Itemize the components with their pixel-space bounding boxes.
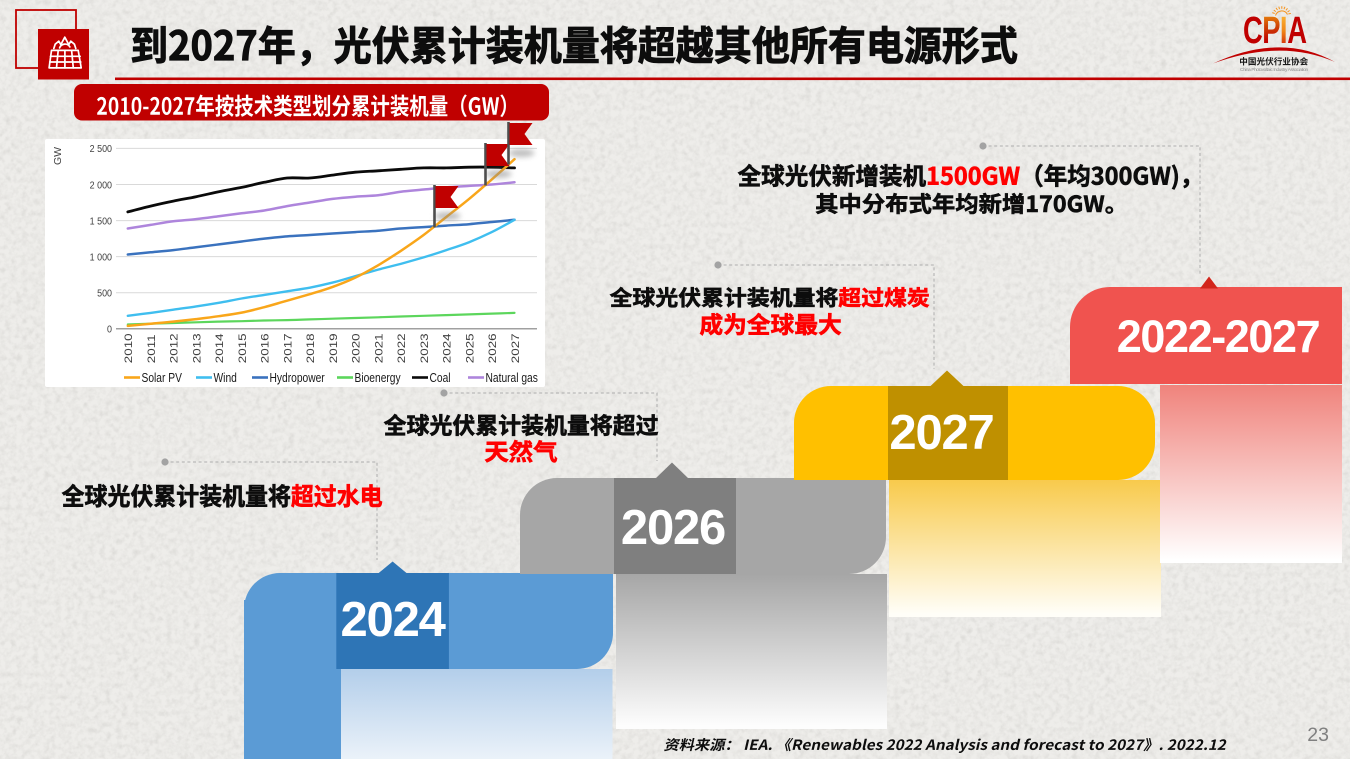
svg-text:1 000: 1 000: [90, 252, 113, 264]
svg-text:2014: 2014: [213, 333, 225, 363]
svg-text:2 000: 2 000: [90, 180, 113, 192]
svg-text:2026: 2026: [486, 333, 498, 363]
svg-text:Coal: Coal: [430, 372, 451, 385]
svg-text:2025: 2025: [464, 333, 476, 363]
svg-text:1 500: 1 500: [90, 216, 113, 228]
svg-text:P: P: [1262, 10, 1280, 52]
svg-text:GW: GW: [52, 147, 64, 165]
svg-text:2019: 2019: [327, 333, 339, 363]
svg-text:2020: 2020: [350, 333, 362, 363]
svg-text:2010: 2010: [122, 333, 134, 363]
svg-text:2027: 2027: [509, 333, 521, 363]
svg-text:2026: 2026: [621, 501, 725, 555]
svg-text:I: I: [1280, 10, 1288, 52]
svg-text:Natural gas: Natural gas: [486, 372, 539, 385]
svg-text:A: A: [1287, 10, 1307, 52]
svg-text:0: 0: [107, 324, 112, 336]
svg-text:2013: 2013: [191, 333, 203, 363]
svg-text:2024: 2024: [340, 593, 445, 647]
svg-text:2015: 2015: [236, 333, 248, 363]
svg-text:2017: 2017: [282, 333, 294, 363]
svg-text:2022-2027: 2022-2027: [1117, 311, 1320, 362]
svg-text:2023: 2023: [418, 333, 430, 363]
svg-text:2012: 2012: [168, 333, 180, 363]
svg-text:500: 500: [97, 288, 112, 300]
svg-text:2021: 2021: [373, 333, 385, 363]
svg-text:2 500: 2 500: [90, 144, 113, 156]
svg-text:Hydropower: Hydropower: [270, 372, 325, 385]
svg-text:C: C: [1243, 10, 1263, 52]
svg-text:Bioenergy: Bioenergy: [355, 372, 401, 385]
svg-text:2011: 2011: [145, 334, 157, 363]
svg-text:2018: 2018: [304, 333, 316, 363]
svg-text:China Photovoltaic Industry As: China Photovoltaic Industry Association: [1240, 67, 1308, 72]
svg-text:Wind: Wind: [214, 372, 237, 385]
svg-text:2027: 2027: [889, 406, 993, 460]
svg-text:23: 23: [1307, 724, 1329, 746]
svg-text:Solar PV: Solar PV: [142, 372, 183, 385]
svg-text:2022: 2022: [395, 333, 407, 363]
svg-text:2016: 2016: [259, 333, 271, 363]
svg-text:2024: 2024: [441, 333, 453, 363]
